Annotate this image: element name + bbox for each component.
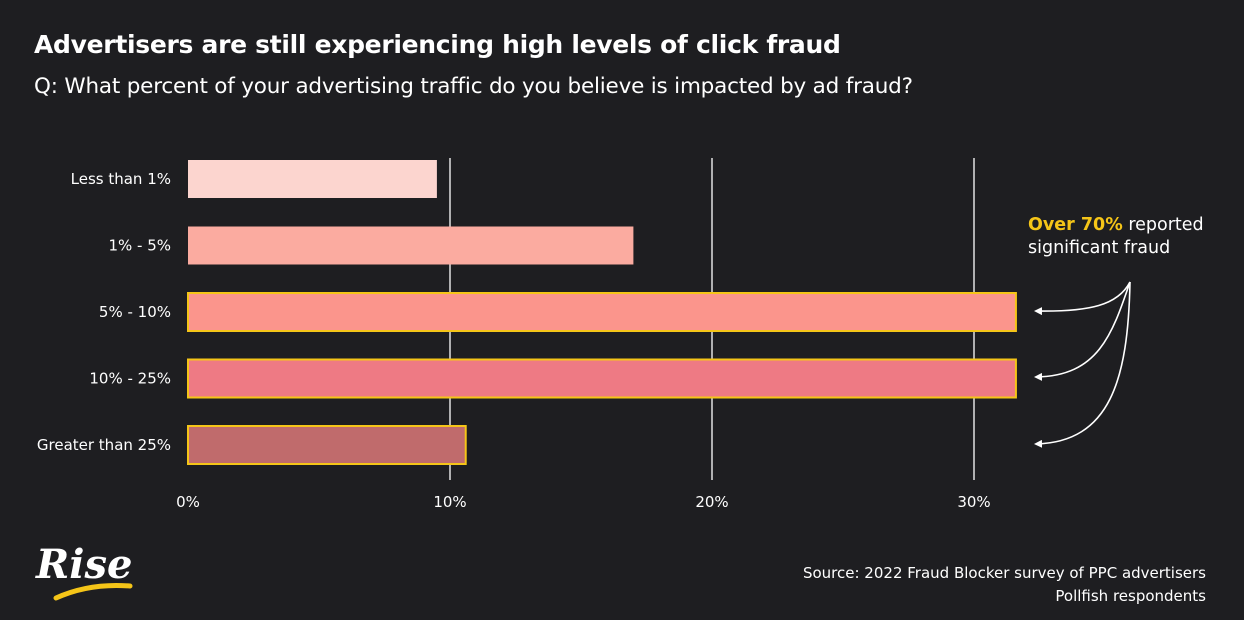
callout-arrow-5-10 [1034, 281, 1131, 316]
category-label-3: 10% - 25% [89, 370, 171, 388]
callout-arrow-over-25 [1034, 281, 1131, 448]
x-tick-label-10: 10% [433, 493, 466, 511]
source-line-1: Source: 2022 Fraud Blocker survey of PPC… [802, 564, 1206, 582]
logo-swoosh [53, 583, 133, 601]
bars [187, 160, 1017, 465]
x-tick-label-0: 0% [176, 493, 200, 511]
callout-text: reported [1122, 215, 1204, 235]
logo-wordmark: Rise [35, 541, 132, 588]
source-note: Source: 2022 Fraud Blocker survey of PPC… [803, 562, 1206, 608]
callout-arrow-10-25 [1034, 281, 1131, 381]
bar-5-10 [187, 292, 1017, 332]
callout-highlight: Over 70% [1028, 215, 1123, 235]
bar-less-than-1 [188, 160, 437, 198]
category-label-0: Less than 1% [71, 170, 171, 188]
category-label-1: 1% - 5% [108, 237, 171, 255]
category-label-4: Greater than 25% [37, 436, 171, 454]
x-axis-tick-labels: 0% 10% 20% 30% [176, 493, 991, 511]
callout-annotation: Over 70% reported significant fraud [1028, 214, 1204, 260]
callout-text-line2: significant fraud [1028, 238, 1171, 258]
rise-logo: Rise [35, 541, 133, 601]
x-tick-label-20: 20% [695, 493, 728, 511]
source-line-2: Pollfish respondents [1055, 587, 1206, 605]
category-labels: Less than 1% 1% - 5% 5% - 10% 10% - 25% Grea… [37, 170, 171, 454]
category-label-2: 5% - 10% [99, 303, 171, 321]
chart-title: Advertisers are still experiencing high … [34, 30, 841, 59]
callout-arrows [1034, 281, 1131, 448]
chart-subtitle: Q: What percent of your advertising traf… [34, 74, 913, 99]
bar-1-5 [188, 226, 634, 265]
x-tick-label-30: 30% [957, 493, 990, 511]
bar-10-25 [187, 358, 1017, 399]
bar-greater-than-25 [187, 425, 467, 465]
